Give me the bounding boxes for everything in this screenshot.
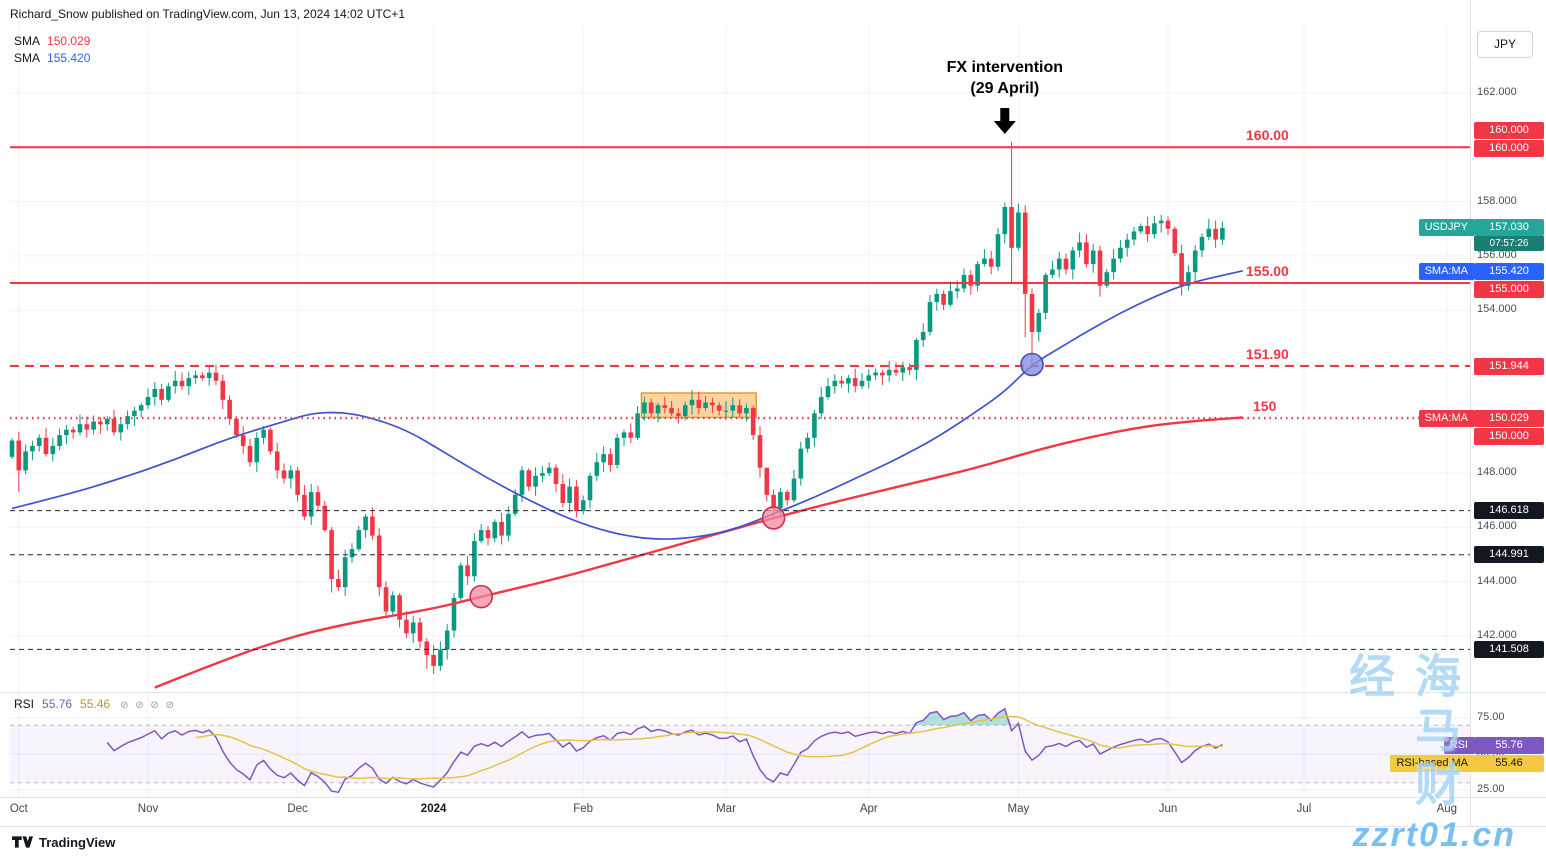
rsi-overbought-fill: [107, 708, 1223, 726]
currency-selector[interactable]: JPY: [1477, 31, 1533, 58]
rsi-label[interactable]: RSI: [14, 697, 35, 711]
sma2-label: SMA: [14, 51, 41, 65]
fx-intervention-arrow-icon: [993, 108, 1016, 134]
sma2-value: 155.420: [47, 51, 91, 65]
sma1-label: SMA: [14, 34, 41, 48]
tradingview-brand[interactable]: TradingView: [39, 834, 116, 850]
event-markers: [469, 352, 1044, 609]
rsi-controls-icons[interactable]: ⊘ ⊘ ⊘ ⊘: [120, 700, 176, 711]
rsi-value: 55.76: [42, 697, 73, 711]
rsi-ma-line: [195, 715, 1223, 780]
sma-blue-line: [11, 270, 1243, 540]
indicator-legend: SMA 150.029 SMA 155.420: [14, 33, 90, 67]
sma-red-line: [154, 416, 1243, 689]
tradingview-logo-icon[interactable]: [12, 835, 33, 849]
candlestick-series: [9, 141, 1225, 675]
publish-info: Richard_Snow published on TradingView.co…: [10, 7, 406, 21]
price-lines-layer: [10, 146, 1470, 650]
fx-intervention-annotation: FX intervention (29 April): [947, 58, 1063, 100]
sma-legend-row-2[interactable]: SMA 155.420: [14, 50, 90, 67]
sma-legend-row-1[interactable]: SMA 150.029: [14, 33, 90, 50]
sma1-value: 150.029: [47, 34, 91, 48]
rsi-legend: RSI 55.76 55.46 ⊘ ⊘ ⊘ ⊘: [14, 697, 176, 711]
rsi-ma-value: 55.46: [80, 697, 111, 711]
footer-bar: TradingView: [0, 827, 1546, 857]
rsi-line: [106, 707, 1223, 794]
annotation-line-2: (29 April): [970, 79, 1040, 97]
annotation-line-1: FX intervention: [946, 59, 1064, 76]
